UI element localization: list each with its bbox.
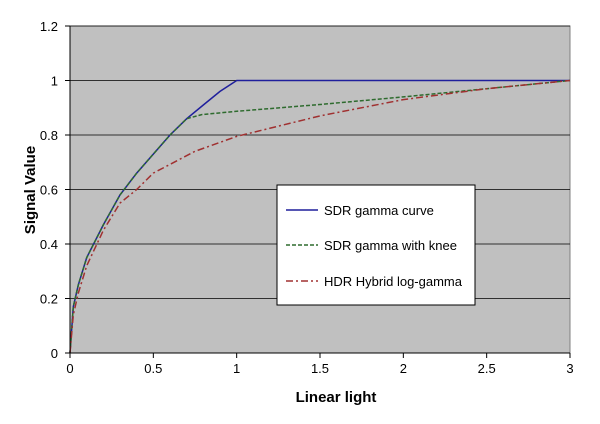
x-tick-label: 1 — [233, 361, 240, 376]
x-tick-label: 0.5 — [144, 361, 162, 376]
x-tick-label: 1.5 — [311, 361, 329, 376]
y-axis-title: Signal Value — [22, 146, 39, 234]
legend: SDR gamma curve SDR gamma with knee HDR Hy… — [276, 184, 476, 306]
y-tick-label: 1 — [51, 74, 58, 89]
y-tick-label: 1.2 — [40, 19, 58, 34]
series-layer — [69, 79, 571, 354]
x-tick-label: 0 — [66, 361, 73, 376]
legend-label-1: SDR gamma with knee — [324, 238, 457, 253]
series-line-1 — [69, 79, 571, 354]
legend-label-2: HDR Hybrid log-gamma — [324, 274, 463, 289]
x-tick-label: 2.5 — [478, 361, 496, 376]
legend-label-0: SDR gamma curve — [324, 203, 434, 218]
y-tick-label: 0.6 — [40, 183, 58, 198]
y-tick-label: 0.2 — [40, 292, 58, 307]
x-tick-label: 3 — [566, 361, 573, 376]
legend-box — [276, 184, 476, 306]
y-tick-label: 0.4 — [40, 237, 58, 252]
y-tick-label: 0.8 — [40, 128, 58, 143]
x-tick-label: 2 — [400, 361, 407, 376]
x-axis-title: Linear light — [296, 389, 377, 406]
series-line-2 — [69, 79, 571, 354]
axis-layer: 0 0.5 1 1.5 2 2.5 3 0 0.2 0.4 0.6 0.8 1 1.2 — [40, 19, 574, 376]
y-tick-label: 0 — [51, 346, 58, 361]
